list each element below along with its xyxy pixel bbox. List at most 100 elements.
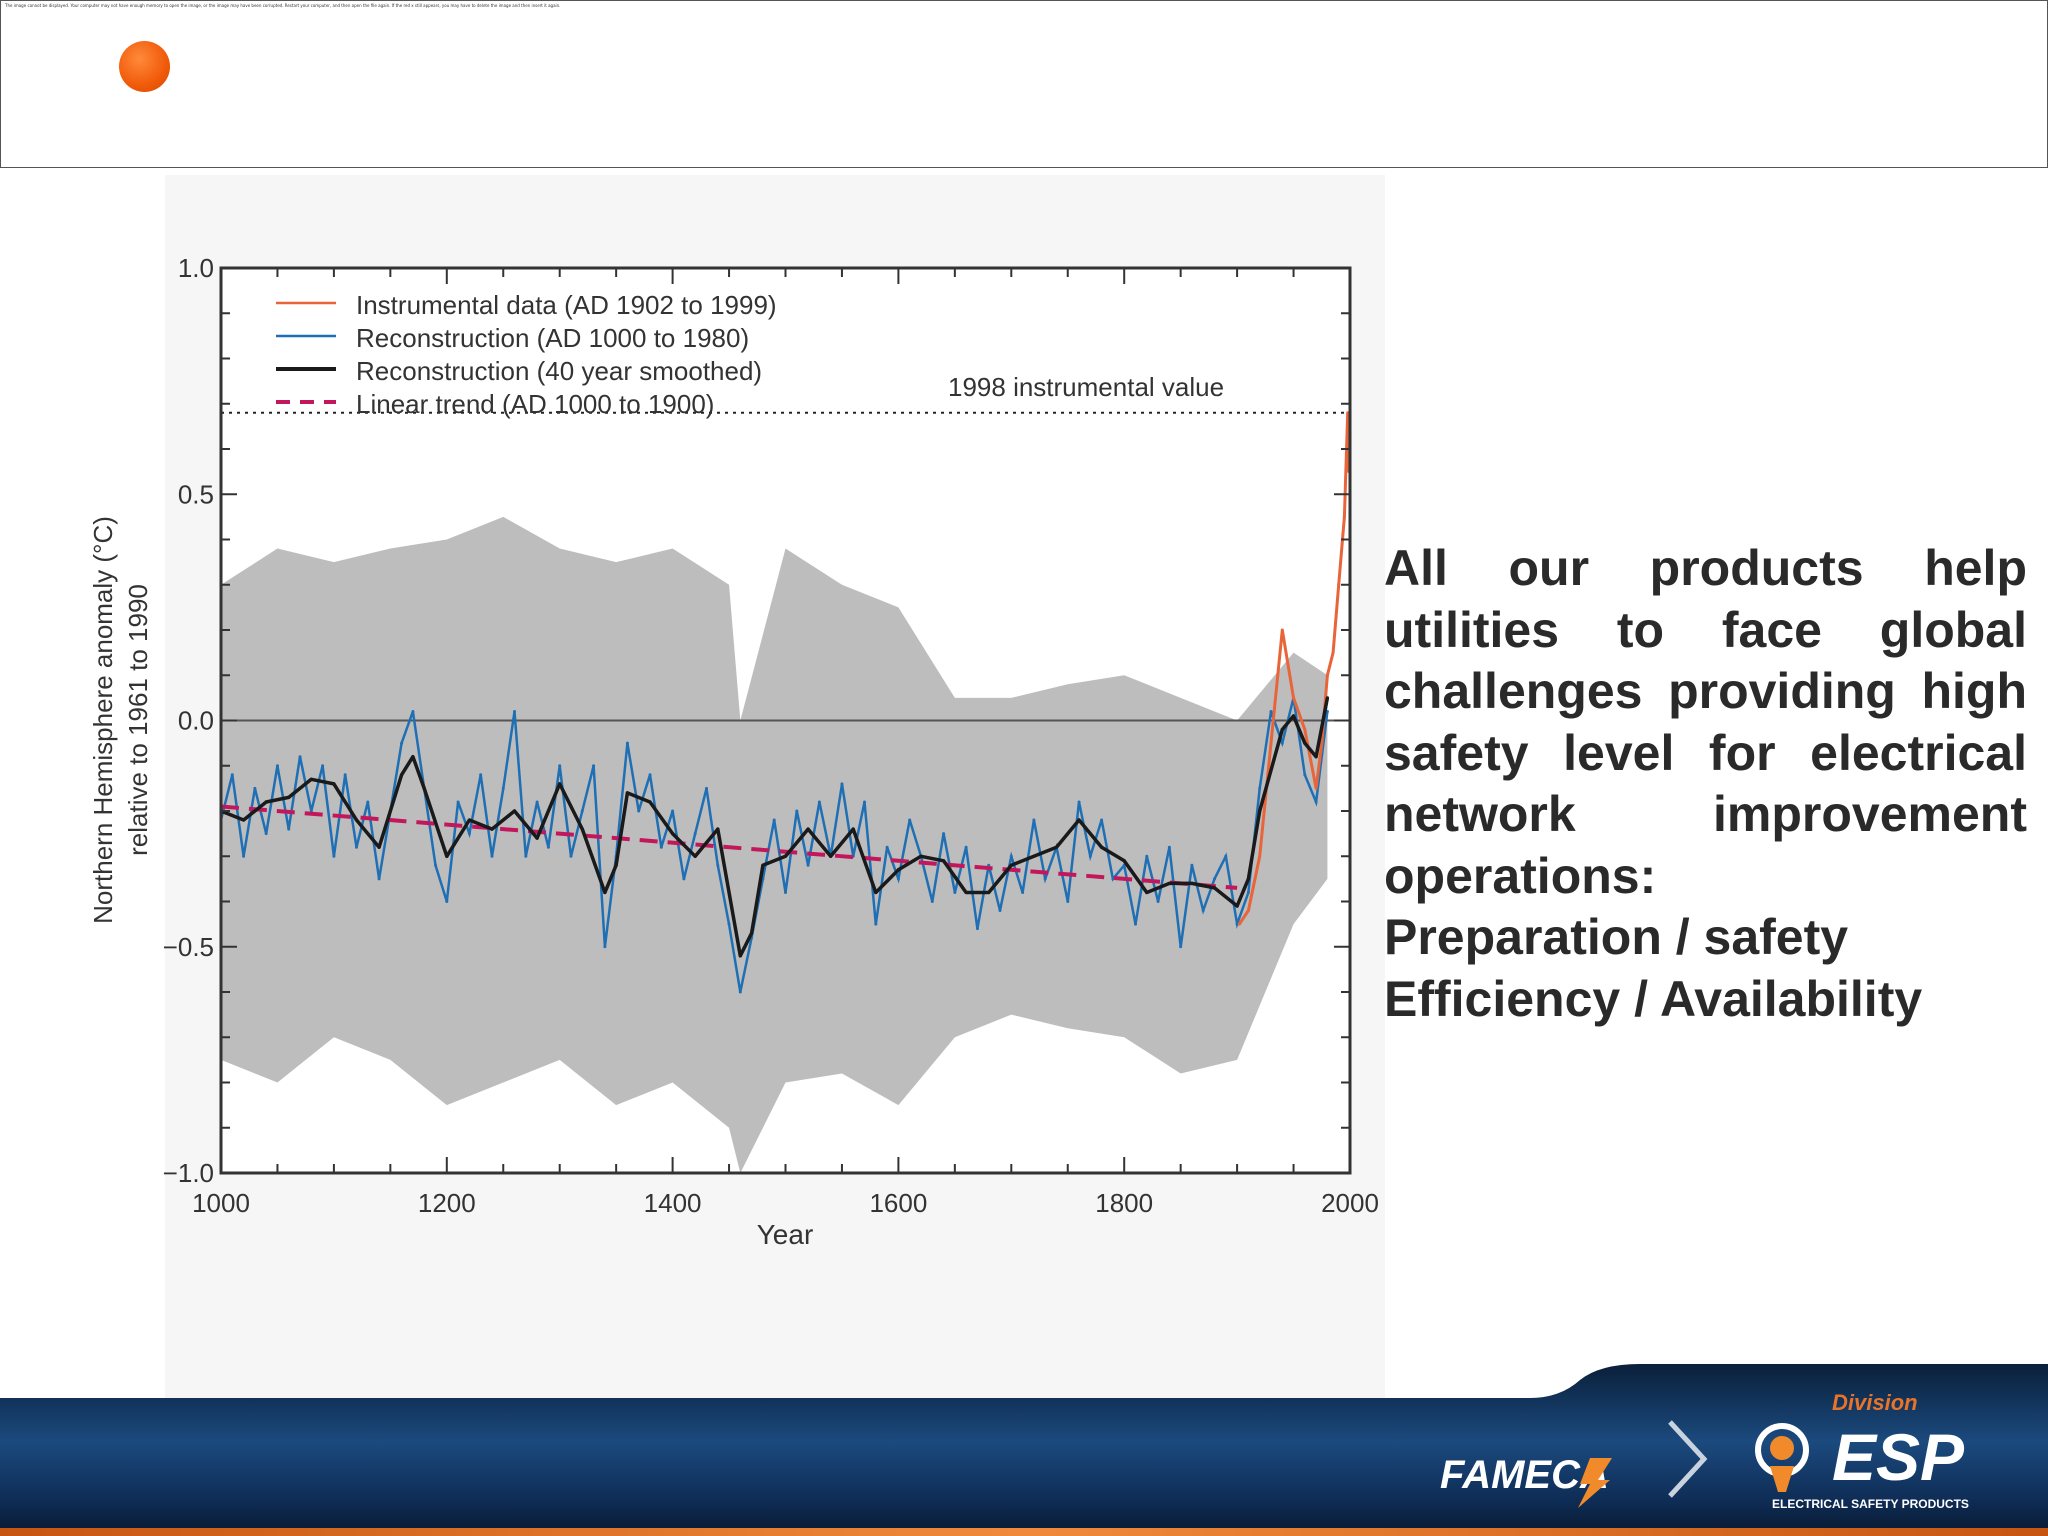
reconstruction-point: [524, 854, 528, 858]
reconstruction-point: [1201, 909, 1205, 913]
smoothed-point: [264, 800, 268, 804]
side-text-line-7: Preparation / safety: [1384, 909, 1849, 965]
temperature-chart: 1000 1200 1400 1600 1800 2000 1.0 0.5 0.0 −0.5 −1.…: [88, 253, 1379, 1250]
reconstruction-point: [1258, 786, 1262, 790]
reconstruction-point: [558, 764, 562, 768]
fameca-logo: FAMECA: [1440, 1453, 1612, 1508]
instrumental-point: [1325, 673, 1329, 677]
smoothed-point: [671, 832, 675, 836]
smoothed-point: [1291, 714, 1296, 718]
missing-image-notice: The image cannot be displayed. Your comp…: [5, 3, 561, 8]
reconstruction-point: [592, 764, 596, 768]
side-text-line-5: network improvement: [1384, 786, 2027, 842]
reconstruction-point: [1167, 845, 1171, 849]
y-tick-label: 1.0: [178, 253, 214, 283]
smoothed-point: [1246, 877, 1250, 881]
reconstruction-point: [1066, 900, 1070, 903]
smoothed-point: [309, 777, 313, 781]
reconstruction-point: [1021, 890, 1025, 894]
reconstruction-point: [885, 845, 889, 849]
reconstruction-point: [942, 832, 946, 836]
x-tick-label: 1000: [192, 1188, 250, 1218]
instrumental-point: [1269, 741, 1273, 745]
smoothed-point: [783, 854, 788, 858]
reconstruction-point: [1235, 922, 1239, 926]
reconstruction-point: [896, 877, 900, 881]
reconstruction-point: [603, 945, 607, 949]
reconstruction-point: [682, 877, 686, 881]
reference-line-label: 1998 instrumental value: [948, 372, 1224, 402]
smoothed-point: [422, 786, 426, 790]
x-tick-label: 1200: [418, 1188, 476, 1218]
smoothed-point: [829, 854, 833, 858]
legend-label: Linear trend (AD 1000 to 1900): [356, 389, 714, 419]
reconstruction-point: [1190, 863, 1194, 867]
instrumental-point: [1258, 854, 1262, 858]
reconstruction-point: [490, 854, 494, 858]
y-tick-label: −0.5: [163, 932, 214, 962]
reconstruction-point: [716, 863, 720, 867]
esp-person-body-icon: [1770, 1466, 1794, 1492]
smoothed-point: [738, 954, 742, 958]
reconstruction-point: [863, 800, 867, 804]
reconstruction-point: [772, 818, 776, 822]
reconstruction-point: [1156, 900, 1160, 903]
smoothed-point: [1212, 886, 1217, 890]
smoothed-point: [490, 827, 494, 831]
side-text-line-6: operations:: [1384, 847, 1657, 904]
missing-image-frame: The image cannot be displayed. Your comp…: [0, 0, 2048, 168]
instrumental-point: [1331, 651, 1335, 655]
reconstruction-point: [964, 845, 968, 849]
instrumental-point: [1237, 922, 1241, 926]
reconstruction-point: [659, 845, 663, 849]
reconstruction-point: [806, 863, 810, 867]
esp-tagline: ELECTRICAL SAFETY PRODUCTS: [1772, 1497, 1969, 1511]
reconstruction-point: [693, 832, 697, 836]
instrumental-point: [1346, 411, 1350, 415]
smoothed-point: [1077, 818, 1081, 822]
reconstruction-point: [648, 773, 652, 777]
esp-division-logo: Division ESP ELECTRICAL SAFETY PRODUCTS: [1755, 1390, 1969, 1511]
x-tick-label: 2000: [1321, 1188, 1379, 1218]
orange-bullet-icon: [119, 41, 170, 92]
reconstruction-point: [411, 709, 415, 713]
smoothed-point: [1100, 845, 1104, 849]
footer-orange-stripe: [0, 1528, 2048, 1536]
smoothed-point: [1032, 854, 1036, 858]
side-text-line-4: safety level for electrical: [1384, 724, 2027, 781]
reconstruction-point: [253, 786, 257, 790]
chart-legend: Instrumental data (AD 1902 to 1999)Recon…: [276, 290, 777, 419]
reconstruction-point: [1224, 854, 1228, 858]
reconstruction-point: [930, 900, 934, 903]
reconstruction-point: [840, 782, 844, 786]
reconstruction-point: [1269, 709, 1273, 713]
reconstruction-point: [1280, 741, 1284, 745]
smoothed-point: [614, 863, 618, 867]
x-tick-label: 1600: [869, 1188, 927, 1218]
reconstruction-point: [795, 809, 799, 813]
smoothed-point: [400, 773, 404, 777]
reconstruction-point: [625, 741, 629, 745]
smoothed-point: [806, 827, 810, 831]
reconstruction-point: [1100, 818, 1104, 822]
reconstruction-point: [377, 877, 381, 881]
smoothed-point: [1167, 881, 1171, 886]
reconstruction-point: [242, 854, 246, 858]
y-tick-label: −1.0: [163, 1158, 214, 1188]
smoothed-point: [716, 827, 720, 831]
smoothed-point: [1325, 696, 1330, 700]
y-axis-label-line-2: relative to 1961 to 1990: [123, 584, 153, 856]
smoothed-point: [851, 827, 855, 831]
instrumental-point: [1246, 909, 1250, 913]
legend-label: Reconstruction (40 year smoothed): [356, 356, 762, 386]
reconstruction-point: [1077, 800, 1081, 804]
smoothed-point: [603, 890, 607, 895]
smoothed-point: [354, 818, 359, 822]
chevron-right-icon: [1668, 1420, 1708, 1498]
uncertainty-band: [221, 516, 1328, 1173]
series-linear-trend: [221, 804, 1238, 890]
reconstruction-point: [908, 818, 912, 822]
smoothed-point: [1235, 904, 1239, 908]
smoothed-point: [1009, 863, 1013, 867]
instrumental-point: [1320, 741, 1324, 745]
